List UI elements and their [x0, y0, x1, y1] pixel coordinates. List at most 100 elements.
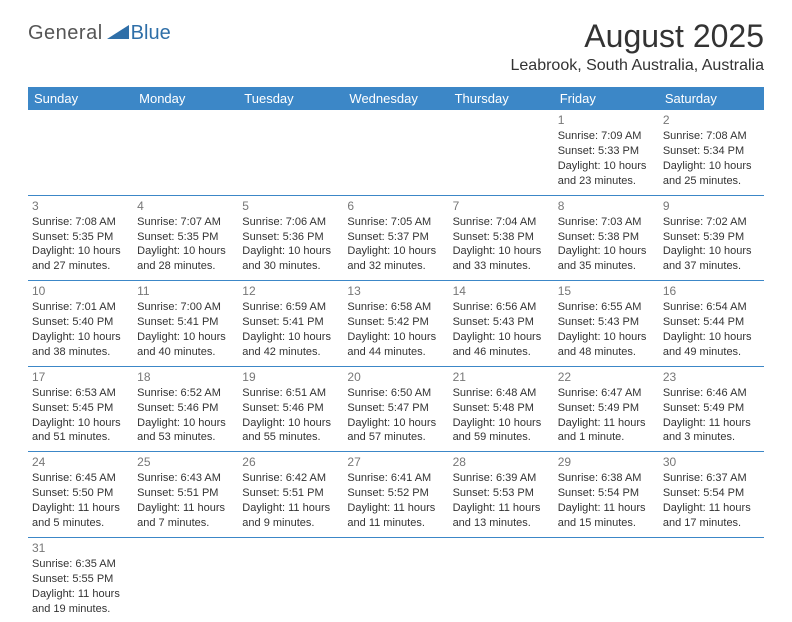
calendar-cell: 19Sunrise: 6:51 AMSunset: 5:46 PMDayligh… — [238, 366, 343, 452]
sunset-line: Sunset: 5:35 PM — [137, 230, 234, 245]
sunset-line: Sunset: 5:47 PM — [347, 401, 444, 416]
day-number: 22 — [558, 369, 655, 385]
calendar-cell: 27Sunrise: 6:41 AMSunset: 5:52 PMDayligh… — [343, 452, 448, 538]
daylight-line: Daylight: 10 hours and 40 minutes. — [137, 330, 234, 360]
calendar-cell: 1Sunrise: 7:09 AMSunset: 5:33 PMDaylight… — [554, 110, 659, 195]
sunset-line: Sunset: 5:51 PM — [137, 486, 234, 501]
sunset-line: Sunset: 5:38 PM — [453, 230, 550, 245]
weekday-header: Tuesday — [238, 87, 343, 110]
calendar-cell — [238, 110, 343, 195]
calendar-cell: 20Sunrise: 6:50 AMSunset: 5:47 PMDayligh… — [343, 366, 448, 452]
sunset-line: Sunset: 5:50 PM — [32, 486, 129, 501]
calendar-cell: 4Sunrise: 7:07 AMSunset: 5:35 PMDaylight… — [133, 195, 238, 281]
sunrise-line: Sunrise: 6:50 AM — [347, 386, 444, 401]
daylight-line: Daylight: 10 hours and 27 minutes. — [32, 244, 129, 274]
day-number: 13 — [347, 283, 444, 299]
sunrise-line: Sunrise: 7:03 AM — [558, 215, 655, 230]
sunset-line: Sunset: 5:54 PM — [558, 486, 655, 501]
calendar-cell: 16Sunrise: 6:54 AMSunset: 5:44 PMDayligh… — [659, 281, 764, 367]
sunrise-line: Sunrise: 6:54 AM — [663, 300, 760, 315]
calendar-cell: 3Sunrise: 7:08 AMSunset: 5:35 PMDaylight… — [28, 195, 133, 281]
sunset-line: Sunset: 5:40 PM — [32, 315, 129, 330]
daylight-line: Daylight: 10 hours and 23 minutes. — [558, 159, 655, 189]
daylight-line: Daylight: 10 hours and 42 minutes. — [242, 330, 339, 360]
sunset-line: Sunset: 5:46 PM — [242, 401, 339, 416]
day-number: 1 — [558, 112, 655, 128]
sunset-line: Sunset: 5:46 PM — [137, 401, 234, 416]
calendar-cell: 13Sunrise: 6:58 AMSunset: 5:42 PMDayligh… — [343, 281, 448, 367]
calendar-cell — [133, 110, 238, 195]
sunrise-line: Sunrise: 6:35 AM — [32, 557, 129, 572]
sunrise-line: Sunrise: 7:06 AM — [242, 215, 339, 230]
daylight-line: Daylight: 10 hours and 57 minutes. — [347, 416, 444, 446]
day-number: 6 — [347, 198, 444, 214]
day-number: 8 — [558, 198, 655, 214]
sunrise-line: Sunrise: 6:39 AM — [453, 471, 550, 486]
location: Leabrook, South Australia, Australia — [511, 57, 765, 75]
sunrise-line: Sunrise: 7:01 AM — [32, 300, 129, 315]
day-number: 19 — [242, 369, 339, 385]
day-number: 25 — [137, 454, 234, 470]
calendar-cell: 23Sunrise: 6:46 AMSunset: 5:49 PMDayligh… — [659, 366, 764, 452]
daylight-line: Daylight: 11 hours and 11 minutes. — [347, 501, 444, 531]
weekday-header: Saturday — [659, 87, 764, 110]
sunrise-line: Sunrise: 6:58 AM — [347, 300, 444, 315]
daylight-line: Daylight: 10 hours and 35 minutes. — [558, 244, 655, 274]
calendar-body: 1Sunrise: 7:09 AMSunset: 5:33 PMDaylight… — [28, 110, 764, 622]
day-number: 10 — [32, 283, 129, 299]
calendar-cell: 8Sunrise: 7:03 AMSunset: 5:38 PMDaylight… — [554, 195, 659, 281]
day-number: 9 — [663, 198, 760, 214]
logo-text-blue: Blue — [131, 22, 171, 45]
calendar-cell — [449, 110, 554, 195]
sunrise-line: Sunrise: 6:43 AM — [137, 471, 234, 486]
daylight-line: Daylight: 10 hours and 44 minutes. — [347, 330, 444, 360]
day-number: 15 — [558, 283, 655, 299]
day-number: 20 — [347, 369, 444, 385]
calendar-cell: 30Sunrise: 6:37 AMSunset: 5:54 PMDayligh… — [659, 452, 764, 538]
calendar-cell: 28Sunrise: 6:39 AMSunset: 5:53 PMDayligh… — [449, 452, 554, 538]
day-number: 5 — [242, 198, 339, 214]
day-number: 27 — [347, 454, 444, 470]
calendar-cell: 10Sunrise: 7:01 AMSunset: 5:40 PMDayligh… — [28, 281, 133, 367]
daylight-line: Daylight: 10 hours and 32 minutes. — [347, 244, 444, 274]
calendar-cell — [28, 110, 133, 195]
daylight-line: Daylight: 11 hours and 5 minutes. — [32, 501, 129, 531]
calendar-cell: 25Sunrise: 6:43 AMSunset: 5:51 PMDayligh… — [133, 452, 238, 538]
sunset-line: Sunset: 5:52 PM — [347, 486, 444, 501]
daylight-line: Daylight: 10 hours and 53 minutes. — [137, 416, 234, 446]
daylight-line: Daylight: 10 hours and 55 minutes. — [242, 416, 339, 446]
day-number: 31 — [32, 540, 129, 556]
day-number: 4 — [137, 198, 234, 214]
sunrise-line: Sunrise: 7:08 AM — [32, 215, 129, 230]
calendar-cell — [238, 537, 343, 622]
calendar-cell: 11Sunrise: 7:00 AMSunset: 5:41 PMDayligh… — [133, 281, 238, 367]
logo-text-general: General — [28, 22, 103, 45]
daylight-line: Daylight: 11 hours and 17 minutes. — [663, 501, 760, 531]
day-number: 7 — [453, 198, 550, 214]
logo-triangle-icon — [107, 23, 129, 44]
month-title: August 2025 — [511, 18, 765, 55]
daylight-line: Daylight: 10 hours and 48 minutes. — [558, 330, 655, 360]
calendar-table: SundayMondayTuesdayWednesdayThursdayFrid… — [28, 87, 764, 622]
daylight-line: Daylight: 10 hours and 59 minutes. — [453, 416, 550, 446]
sunrise-line: Sunrise: 7:04 AM — [453, 215, 550, 230]
day-number: 17 — [32, 369, 129, 385]
sunrise-line: Sunrise: 7:00 AM — [137, 300, 234, 315]
calendar-cell — [343, 110, 448, 195]
sunset-line: Sunset: 5:38 PM — [558, 230, 655, 245]
calendar-cell: 5Sunrise: 7:06 AMSunset: 5:36 PMDaylight… — [238, 195, 343, 281]
sunrise-line: Sunrise: 7:07 AM — [137, 215, 234, 230]
sunset-line: Sunset: 5:39 PM — [663, 230, 760, 245]
sunrise-line: Sunrise: 7:02 AM — [663, 215, 760, 230]
calendar-cell: 15Sunrise: 6:55 AMSunset: 5:43 PMDayligh… — [554, 281, 659, 367]
sunset-line: Sunset: 5:53 PM — [453, 486, 550, 501]
sunrise-line: Sunrise: 6:47 AM — [558, 386, 655, 401]
calendar-cell: 12Sunrise: 6:59 AMSunset: 5:41 PMDayligh… — [238, 281, 343, 367]
calendar-cell: 31Sunrise: 6:35 AMSunset: 5:55 PMDayligh… — [28, 537, 133, 622]
daylight-line: Daylight: 10 hours and 51 minutes. — [32, 416, 129, 446]
sunrise-line: Sunrise: 6:56 AM — [453, 300, 550, 315]
day-number: 23 — [663, 369, 760, 385]
day-number: 14 — [453, 283, 550, 299]
daylight-line: Daylight: 10 hours and 49 minutes. — [663, 330, 760, 360]
calendar-cell — [449, 537, 554, 622]
